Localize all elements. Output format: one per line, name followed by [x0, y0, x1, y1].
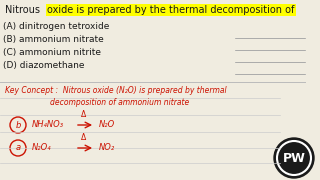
Text: a: a — [15, 143, 20, 152]
Text: Nitrous: Nitrous — [5, 5, 43, 15]
Text: NH₄NO₃: NH₄NO₃ — [32, 120, 64, 129]
Text: b: b — [15, 120, 21, 129]
Text: Δ: Δ — [81, 110, 87, 119]
Circle shape — [274, 138, 314, 178]
Text: (A) dinitrogen tetroxide: (A) dinitrogen tetroxide — [3, 22, 109, 31]
Text: (D) diazomethane: (D) diazomethane — [3, 61, 84, 70]
Text: PW: PW — [283, 152, 305, 165]
Text: Δ: Δ — [81, 133, 87, 142]
Text: (C) ammonium nitrite: (C) ammonium nitrite — [3, 48, 101, 57]
Text: N₂O₄: N₂O₄ — [32, 143, 52, 152]
Text: decomposition of ammonium nitrate: decomposition of ammonium nitrate — [50, 98, 189, 107]
Text: oxide is prepared by the thermal decomposition of: oxide is prepared by the thermal decompo… — [47, 5, 294, 15]
Text: Key Concept :  Nitrous oxide (N₂O) is prepared by thermal: Key Concept : Nitrous oxide (N₂O) is pre… — [5, 86, 227, 95]
Text: (B) ammonium nitrate: (B) ammonium nitrate — [3, 35, 104, 44]
Text: N₂O: N₂O — [99, 120, 115, 129]
Text: NO₂: NO₂ — [99, 143, 115, 152]
